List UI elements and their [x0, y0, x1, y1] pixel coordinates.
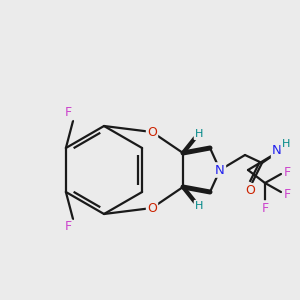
Text: O: O: [245, 184, 255, 197]
Text: F: F: [64, 106, 72, 119]
Text: F: F: [284, 166, 291, 178]
Text: N: N: [272, 145, 282, 158]
Text: O: O: [147, 125, 157, 139]
Text: F: F: [64, 220, 72, 233]
Text: H: H: [195, 201, 203, 211]
Text: O: O: [147, 202, 157, 214]
Text: F: F: [261, 202, 268, 214]
Text: H: H: [282, 139, 290, 149]
Text: F: F: [284, 188, 291, 200]
Text: H: H: [195, 129, 203, 139]
Text: N: N: [215, 164, 225, 176]
